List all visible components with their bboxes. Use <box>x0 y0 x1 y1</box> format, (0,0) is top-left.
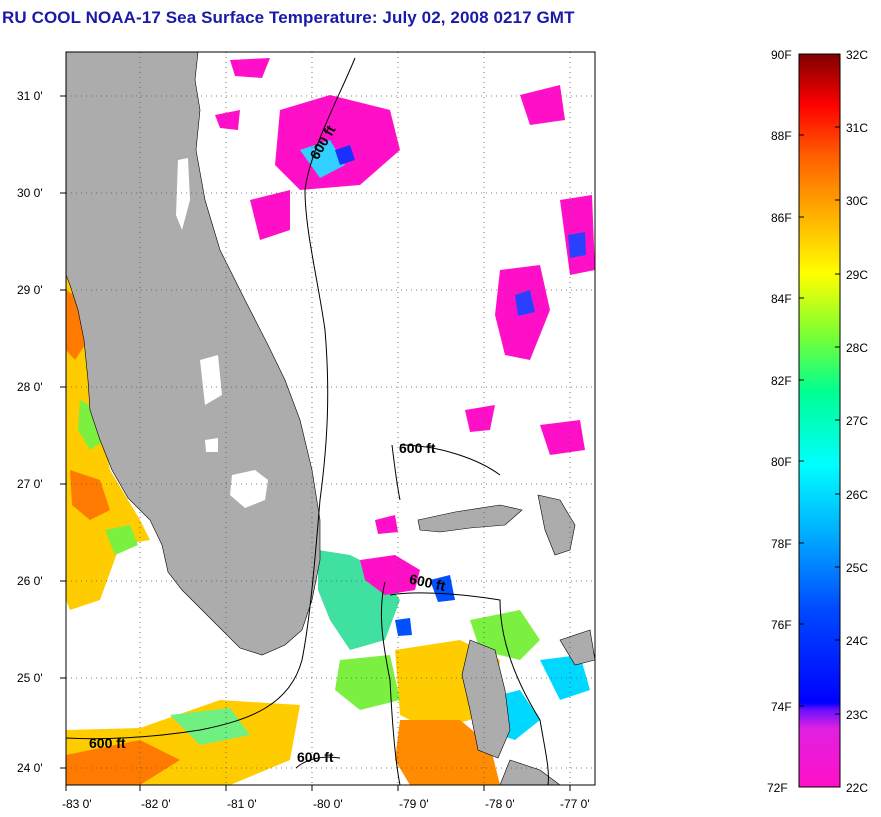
lon-tick-label: -78 0' <box>485 797 515 811</box>
colorbar-f-label: 84F <box>771 292 792 306</box>
temperature-colorbar: 90F 88F 86F 84F 82F 80F 78F 76F 74F 72F … <box>767 48 868 795</box>
sst-patch-gulf-shelf-cool <box>78 400 138 555</box>
isobath-line-bahamas-north <box>399 444 501 476</box>
sst-patch-north-cyan <box>300 140 345 178</box>
lon-tick-label: -83 0' <box>62 797 92 811</box>
florida-landmass <box>66 52 321 656</box>
sst-patch-northeast-blue <box>515 232 586 316</box>
colorbar-f-label: 86F <box>771 211 792 225</box>
lake-okeechobee <box>230 470 268 508</box>
sst-patch-straits-pink <box>360 555 420 595</box>
lat-tick-label: 31 0' <box>17 89 43 103</box>
isobath-label-south: 600 ft <box>297 749 334 765</box>
sst-data-layer <box>66 58 595 785</box>
lon-tick-label: -79 0' <box>399 797 429 811</box>
lat-tick-label: 30 0' <box>17 186 43 200</box>
lat-tick-label: 27 0' <box>17 477 43 491</box>
longitude-axis: -83 0' -82 0' -81 0' -80 0' -79 0' -78 0… <box>62 785 590 811</box>
isobath-line-atlantic <box>66 57 356 740</box>
land-layer <box>66 52 595 785</box>
sst-patch-northeast-pink <box>465 195 595 432</box>
lat-lon-grid <box>66 52 595 785</box>
map-plot-area: 600 ft 600 ft 600 ft 600 ft 600 ft <box>65 51 596 786</box>
colorbar-c-label: 26C <box>846 488 868 502</box>
isobath-label-channel: 600 ft <box>408 571 447 594</box>
colorbar-f-label: 78F <box>771 537 792 551</box>
isobath-label-bahamas: 600 ft <box>399 440 436 456</box>
colorbar-f-label: 80F <box>771 455 792 469</box>
lat-tick-label: 25 0' <box>17 671 43 685</box>
lat-tick-label: 26 0' <box>17 574 43 588</box>
colorbar-f-label: 76F <box>771 618 792 632</box>
colorbar-c-label: 25C <box>846 561 868 575</box>
colorbar-c-label: 30C <box>846 194 868 208</box>
lat-tick-label: 24 0' <box>17 761 43 775</box>
lon-tick-label: -80 0' <box>313 797 343 811</box>
colorbar-f-label: 88F <box>771 129 792 143</box>
colorbar-c-label: 24C <box>846 634 868 648</box>
isobath-line-bahamas-channel <box>295 581 549 785</box>
bahamas-abaco <box>537 494 576 556</box>
sst-patch-east-blue <box>395 575 455 636</box>
colorbar-c-label: 31C <box>846 121 868 135</box>
colorbar-f-label: 90F <box>771 48 792 62</box>
sst-patch-north-blue <box>335 145 355 165</box>
colorbar-c-label: 28C <box>846 341 868 355</box>
plot-frame <box>65 51 596 786</box>
bahamas-east <box>559 629 595 666</box>
sst-patch-northwest-pink <box>215 58 290 240</box>
lat-tick-label: 28 0' <box>17 380 43 394</box>
colorbar-c-label: 22C <box>846 781 868 795</box>
colorbar-c-label: 29C <box>846 268 868 282</box>
lon-tick-label: -82 0' <box>141 797 171 811</box>
colorbar-c-label: 32C <box>846 48 868 62</box>
lat-tick-label: 29 0' <box>17 283 43 297</box>
sst-patch-south-hot <box>395 720 500 785</box>
colorbar-gradient <box>798 53 841 788</box>
lon-tick-label: -77 0' <box>560 797 590 811</box>
isobath-line-bahamas-west <box>391 444 401 501</box>
colorbar-c-label: 27C <box>846 414 868 428</box>
colorbar-c-label: 23C <box>846 708 868 722</box>
bahamas-grand-bahama <box>417 504 523 533</box>
lon-tick-label: -81 0' <box>227 797 257 811</box>
colorbar-f-label: 82F <box>771 374 792 388</box>
colorbar-f-label: 72F <box>767 781 788 795</box>
colorbar-f-label: 74F <box>771 700 792 714</box>
land-no-data-holes <box>176 158 222 452</box>
sst-patch-gulf-southwest-hot <box>66 740 180 785</box>
isobath-600ft-lines <box>66 57 549 785</box>
isobath-label-gulf: 600 ft <box>89 735 126 751</box>
page-title: RU COOL NOAA-17 Sea Surface Temperature:… <box>2 8 575 27</box>
sst-patch-gulf-southwest-cool <box>170 708 250 745</box>
cuba-coast <box>499 759 561 785</box>
sst-patch-south-green <box>335 610 540 710</box>
bahamas-andros <box>461 639 511 759</box>
latitude-axis: 31 0' 30 0' 29 0' 28 0' 27 0' 26 0' 25 0… <box>17 89 66 775</box>
sst-patch-north-pink <box>275 95 400 190</box>
sst-patch-gulf-shelf-hot <box>66 290 110 520</box>
